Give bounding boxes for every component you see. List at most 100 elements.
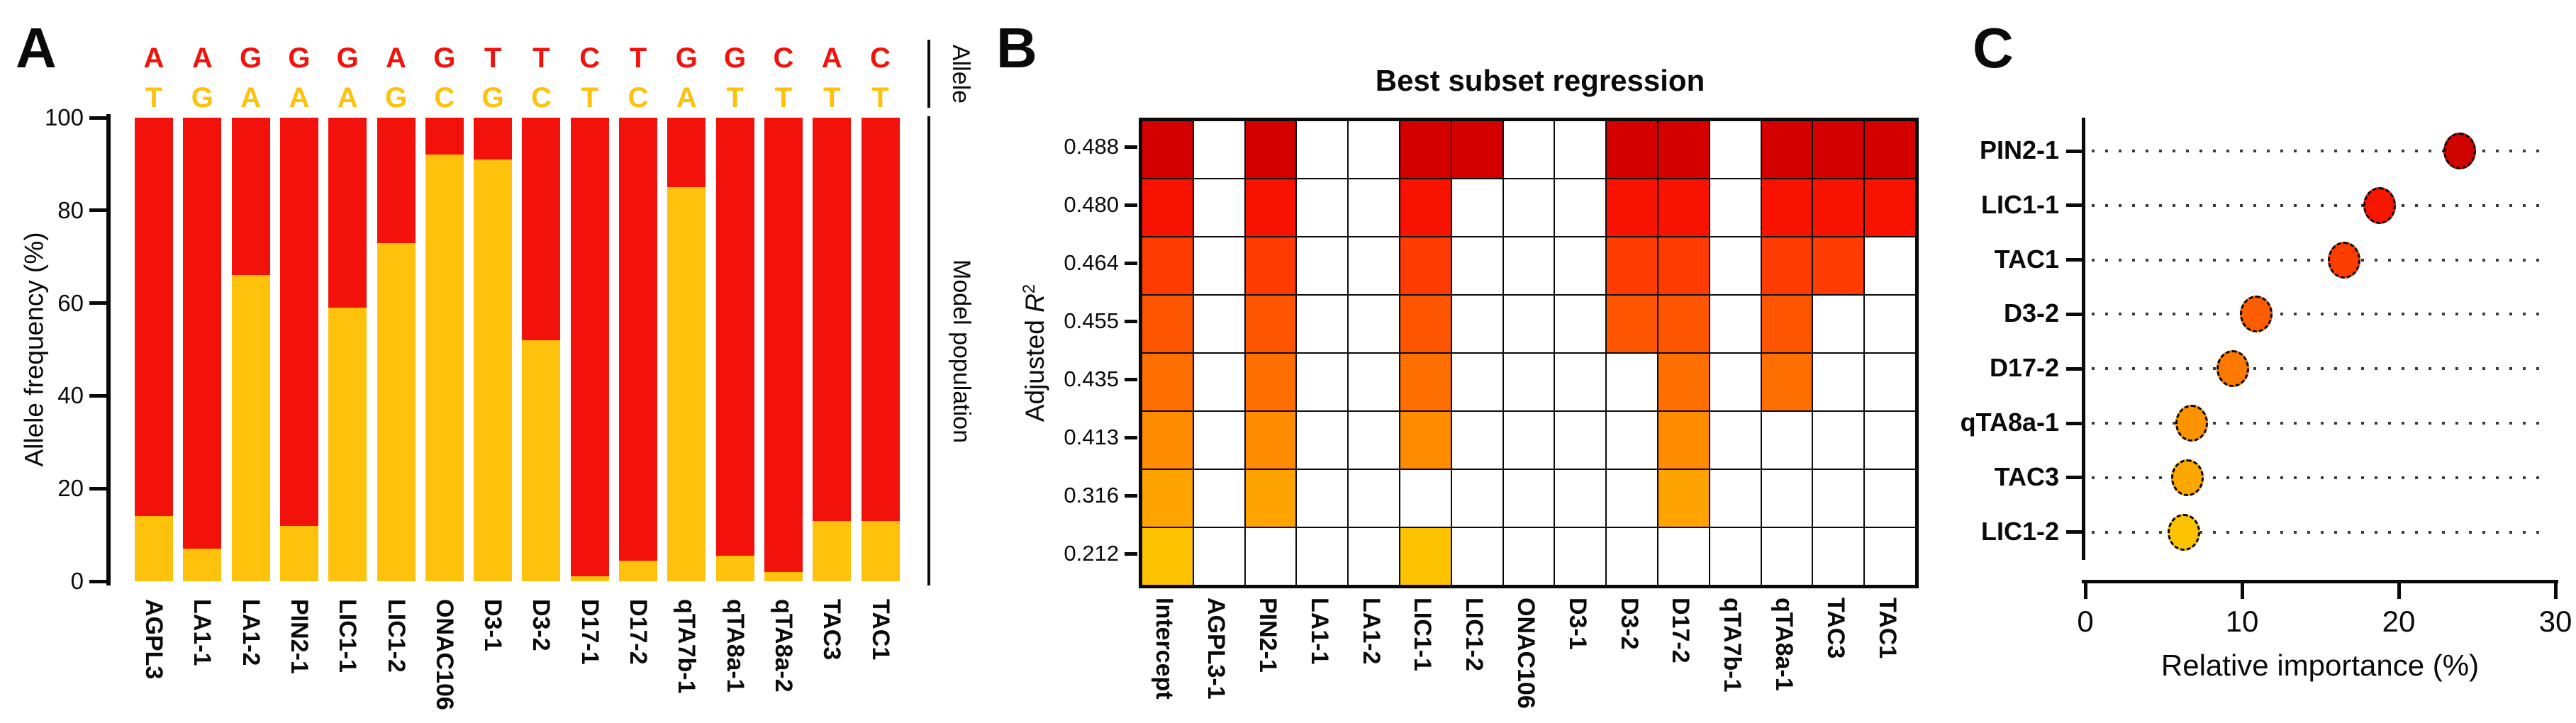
grid-cell-r3-c11 (1709, 295, 1761, 353)
bar-AGPL3 (135, 118, 173, 581)
panel-c-category-TAC3: TAC3 (1994, 461, 2059, 491)
bar-D17-1 (570, 118, 609, 581)
bar-qTA8a-1 (715, 118, 754, 581)
panel-c-x-tick-label: 30 (2538, 605, 2572, 638)
panel-a-y-axis-label-text: Allele frequency (%) (20, 232, 49, 467)
grid-cell-r1-c10 (1658, 179, 1710, 237)
grid-cell-r3-c4 (1348, 295, 1400, 353)
panel-b-x-label-D3-2: D3-2 (1615, 598, 1643, 650)
grid-cell-r4-c2 (1244, 353, 1297, 411)
panel-a-y-tick-label: 80 (57, 196, 84, 223)
panel-b-x-label-ONAC106: ONAC106 (1512, 598, 1539, 709)
grid-cell-r1-c6 (1451, 179, 1503, 237)
grid-cell-r0-c14 (1864, 120, 1916, 179)
bar-LA1-2 (231, 118, 270, 581)
bar-LIC1-2 (377, 118, 416, 581)
model-population-side-label: Model population (947, 259, 975, 443)
panel-a-x-label-AGPL3: AGPL3 (140, 599, 167, 680)
bar-D3-1 (474, 118, 513, 581)
panel-c-x-tick-label: 0 (2077, 605, 2094, 638)
panel-c-x-tick-label: 10 (2225, 605, 2259, 638)
grid-cell-r3-c5 (1400, 295, 1451, 353)
allele-letter-top: T (629, 43, 647, 74)
panel-a-y-tick (89, 579, 106, 583)
allele-letter-bottom: T (581, 82, 598, 113)
bar-segment-orange (279, 525, 318, 581)
grid-cell-r4-c4 (1348, 353, 1400, 411)
grid-cell-r0-c7 (1502, 120, 1555, 179)
grid-cell-r0-c6 (1451, 120, 1503, 179)
grid-cell-r1-c7 (1502, 179, 1555, 237)
panel-c-y-tick (2066, 366, 2082, 371)
grid-cell-r1-c8 (1554, 179, 1607, 237)
grid-cell-r7-c8 (1554, 527, 1607, 585)
panel-b-r2-value: 0.435 (1064, 366, 1119, 391)
allele-letter-bottom: T (823, 82, 841, 113)
panel-c-label: C (1973, 16, 2014, 79)
grid-cell-r7-c7 (1502, 527, 1555, 585)
panel-c-category-D3-2: D3-2 (2003, 298, 2059, 328)
panel-a-x-label-qTA8a-2: qTA8a-2 (769, 599, 797, 693)
bar-ONAC106 (425, 118, 464, 581)
grid-cell-r1-c4 (1348, 179, 1400, 237)
grid-cell-r2-c3 (1296, 237, 1349, 295)
allele-letter-top: T (533, 43, 550, 74)
dot-D3-2 (2239, 296, 2273, 333)
grid-cell-r5-c8 (1554, 411, 1607, 469)
grid-cell-r7-c12 (1761, 527, 1813, 585)
grid-cell-r2-c2 (1244, 237, 1297, 295)
leader-line (2092, 422, 2550, 425)
grid-cell-r1-c12 (1761, 179, 1813, 237)
panel-c-y-axis-line (2082, 118, 2085, 560)
allele-letter-top: A (821, 43, 842, 74)
grid-cell-r2-c1 (1193, 237, 1245, 295)
grid-cell-r0-c12 (1761, 120, 1813, 179)
panel-b-y-tick (1125, 551, 1137, 556)
leader-line (2092, 476, 2550, 479)
panel-c-category-LIC1-2: LIC1-2 (1980, 516, 2059, 546)
allele-letter-bottom: C (434, 82, 455, 113)
grid-cell-r4-c9 (1606, 353, 1658, 411)
leader-line (2092, 203, 2550, 207)
grid-cell-r4-c7 (1502, 353, 1555, 411)
panel-b-x-label-qTA7b-1: qTA7b-1 (1719, 598, 1746, 693)
grid-cell-r5-c2 (1244, 411, 1297, 469)
panel-a-y-tick-label: 60 (57, 289, 84, 316)
grid-cell-r6-c4 (1348, 469, 1400, 527)
grid-cell-r1-c14 (1864, 179, 1916, 237)
panel-a-x-label-D17-1: D17-1 (576, 599, 603, 665)
panel-b-x-label-LA1-2: LA1-2 (1357, 598, 1385, 665)
bar-PIN2-1 (279, 118, 318, 581)
grid-cell-r6-c8 (1554, 469, 1607, 527)
grid-cell-r5-c9 (1606, 411, 1658, 469)
panel-a-y-tick-label: 0 (70, 568, 84, 594)
panel-a-x-label-TAC1: TAC1 (866, 599, 894, 661)
grid-cell-r6-c13 (1812, 469, 1865, 527)
grid-cell-r6-c7 (1502, 469, 1555, 527)
panel-c-y-tick (2066, 476, 2082, 480)
panel-a-y-tick (89, 208, 106, 213)
panel-b-r2-value: 0.455 (1064, 308, 1119, 333)
allele-letter-bottom: T (774, 82, 793, 113)
grid-cell-r5-c11 (1709, 411, 1761, 469)
panel-c-x-tick (2083, 582, 2087, 599)
bar-TAC1 (861, 118, 900, 581)
grid-cell-r6-c5 (1400, 469, 1451, 527)
grid-cell-r2-c13 (1812, 237, 1865, 295)
grid-cell-r6-c10 (1658, 469, 1710, 527)
bar-qTA7b-1 (667, 118, 706, 581)
grid-cell-r3-c1 (1193, 295, 1245, 353)
panel-b-r2-value: 0.464 (1064, 250, 1119, 275)
allele-letter-top: G (240, 43, 262, 74)
panel-b-y-tick (1125, 145, 1137, 149)
grid-cell-r4-c12 (1761, 353, 1813, 411)
grid-cell-r2-c10 (1658, 237, 1710, 295)
panel-b-x-label-D3-1: D3-1 (1563, 598, 1591, 650)
panel-c-x-axis-line (2082, 580, 2558, 583)
bar-segment-orange (328, 308, 367, 581)
bar-segment-orange (764, 571, 803, 581)
allele-letter-top: C (773, 43, 794, 74)
panel-b-x-label-TAC1: TAC1 (1873, 598, 1901, 659)
grid-cell-r4-c14 (1864, 353, 1916, 411)
panel-a-y-tick (89, 486, 106, 491)
